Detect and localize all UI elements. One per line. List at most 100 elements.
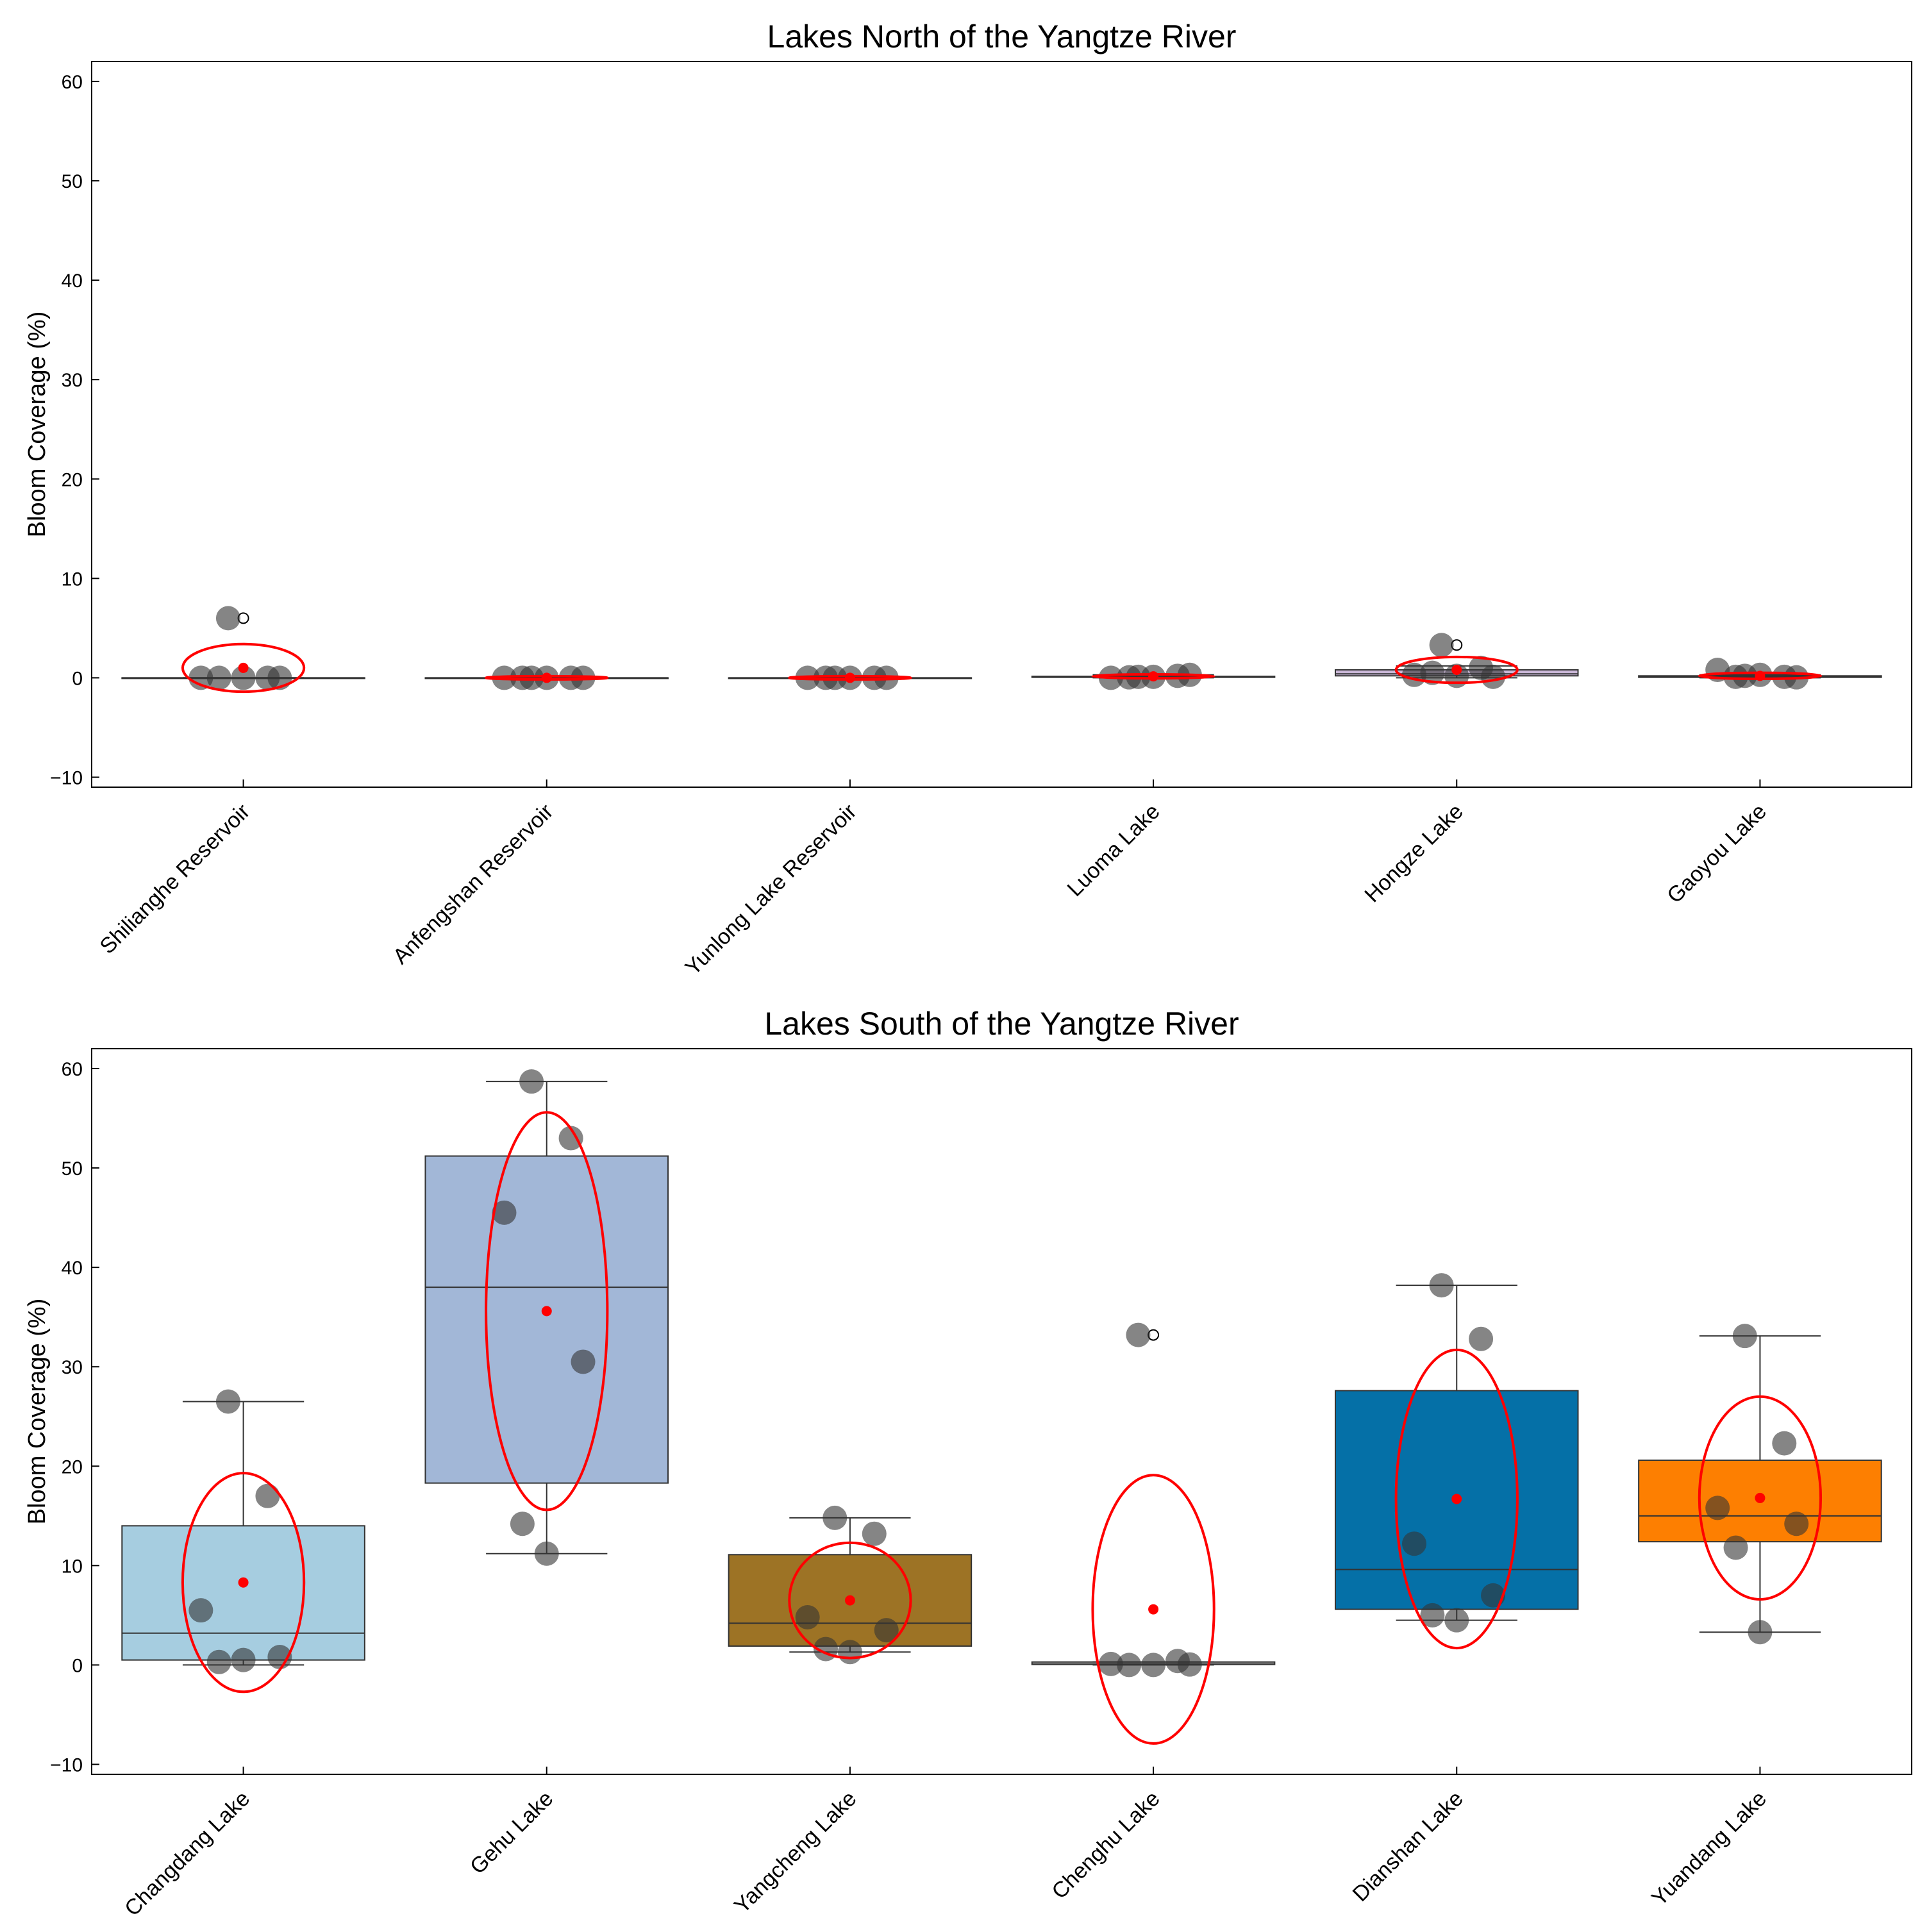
box-group	[424, 1069, 669, 1566]
chart-title: Lakes South of the Yangtze River	[764, 1006, 1239, 1042]
x-tick-label: Changdang Lake	[120, 1786, 255, 1921]
data-point	[1481, 664, 1506, 689]
data-point	[519, 1069, 544, 1094]
y-tick-label: 20	[62, 1456, 83, 1478]
x-tick-label: Yunlong Lake Reservoir	[680, 799, 861, 980]
data-point	[206, 665, 231, 690]
chart-title: Lakes North of the Yangtze River	[767, 19, 1237, 54]
data-point	[1429, 1273, 1454, 1298]
data-point	[1784, 1511, 1809, 1536]
mean-marker	[541, 672, 552, 683]
confidence-ellipse	[1394, 655, 1519, 685]
data-point	[558, 1126, 583, 1151]
box-group	[121, 1389, 365, 1694]
x-tick-label: Anfengshan Reservoir	[388, 799, 558, 969]
data-point	[215, 606, 240, 631]
mean-marker	[238, 1577, 249, 1588]
confidence-ellipse	[788, 1541, 912, 1660]
y-tick-label: 20	[62, 469, 83, 490]
data-point	[1481, 1583, 1506, 1608]
y-tick-label: −10	[50, 1754, 83, 1776]
box-iqr	[424, 1155, 669, 1484]
box-iqr	[121, 1525, 365, 1661]
x-tick-label: Yuandang Lake	[1647, 1786, 1771, 1911]
mean-marker	[1755, 1492, 1766, 1503]
data-point	[1420, 1603, 1445, 1628]
data-point	[571, 665, 596, 690]
data-point	[1141, 1653, 1166, 1678]
data-point	[1723, 664, 1748, 689]
y-tick-label: 10	[62, 569, 83, 590]
data-point	[1772, 1431, 1797, 1456]
data-point	[1177, 1652, 1202, 1677]
panel-1: Lakes North of the Yangtze River Bloom Co…	[24, 19, 1912, 980]
y-tick-label: −10	[50, 767, 83, 788]
data-point	[510, 1511, 535, 1536]
plot-frame	[91, 1048, 1912, 1775]
confidence-ellipse	[788, 674, 912, 681]
x-tick-label: Chenghu Lake	[1047, 1786, 1164, 1904]
confidence-ellipse	[1698, 1395, 1823, 1601]
confidence-ellipse	[181, 1472, 306, 1694]
mean-marker	[844, 672, 855, 683]
data-point	[206, 1649, 231, 1674]
panel-2: Lakes South of the Yangtze River Bloom Co…	[24, 1006, 1912, 1921]
data-point	[571, 1349, 596, 1374]
data-point	[1402, 1531, 1427, 1556]
y-axis-label: Bloom Coverage (%)	[24, 312, 51, 538]
y-tick-label: 30	[62, 370, 83, 391]
mean-marker	[238, 662, 249, 673]
data-point	[1117, 1653, 1142, 1678]
data-point	[814, 665, 839, 690]
y-tick-label: 0	[72, 1655, 83, 1676]
data-point	[823, 1505, 848, 1530]
x-tick-label: Luoma Lake	[1063, 799, 1165, 901]
data-point	[874, 1618, 899, 1643]
data-point	[255, 1483, 280, 1508]
data-point	[1420, 660, 1445, 685]
plot-frame	[91, 61, 1912, 788]
box-group	[728, 1505, 973, 1665]
mean-marker	[844, 1595, 855, 1606]
data-point	[267, 1645, 292, 1670]
y-tick-label: 40	[62, 1258, 83, 1279]
mean-marker	[541, 1306, 552, 1317]
confidence-ellipse	[485, 674, 609, 681]
box-group	[1638, 658, 1882, 690]
y-tick-label: 30	[62, 1357, 83, 1378]
box-group	[1031, 1322, 1276, 1745]
confidence-ellipse	[1698, 671, 1823, 680]
x-tick-label: Gehu Lake	[465, 1786, 558, 1879]
y-tick-label: 0	[72, 668, 83, 689]
box-group	[1031, 662, 1276, 690]
data-point	[188, 1598, 213, 1623]
y-tick-label: 50	[62, 171, 83, 192]
y-tick-label: 40	[62, 271, 83, 292]
data-point	[1098, 1651, 1123, 1676]
x-tick-label: Hongze Lake	[1360, 799, 1468, 908]
data-point	[1705, 1495, 1730, 1520]
mean-marker	[1451, 665, 1462, 676]
box-group	[728, 665, 973, 690]
data-point	[231, 665, 256, 690]
data-point	[1444, 1608, 1469, 1633]
mean-marker	[1148, 671, 1159, 682]
y-axis-label: Bloom Coverage (%)	[24, 1299, 51, 1525]
mean-marker	[1451, 1494, 1462, 1504]
data-point	[1429, 633, 1454, 658]
data-point	[837, 1640, 862, 1665]
confidence-ellipse	[1091, 672, 1215, 680]
data-point	[231, 1647, 256, 1672]
confidence-ellipse	[485, 1111, 609, 1511]
y-tick-label: 50	[62, 1158, 83, 1179]
data-point	[1126, 1322, 1151, 1347]
data-point	[1469, 1326, 1494, 1351]
data-point	[188, 665, 213, 690]
box-group	[121, 606, 365, 694]
data-point	[492, 1200, 517, 1225]
y-tick-label: 60	[62, 72, 83, 93]
box-group	[1334, 633, 1579, 689]
data-point	[1748, 1620, 1773, 1645]
data-point	[874, 665, 899, 690]
